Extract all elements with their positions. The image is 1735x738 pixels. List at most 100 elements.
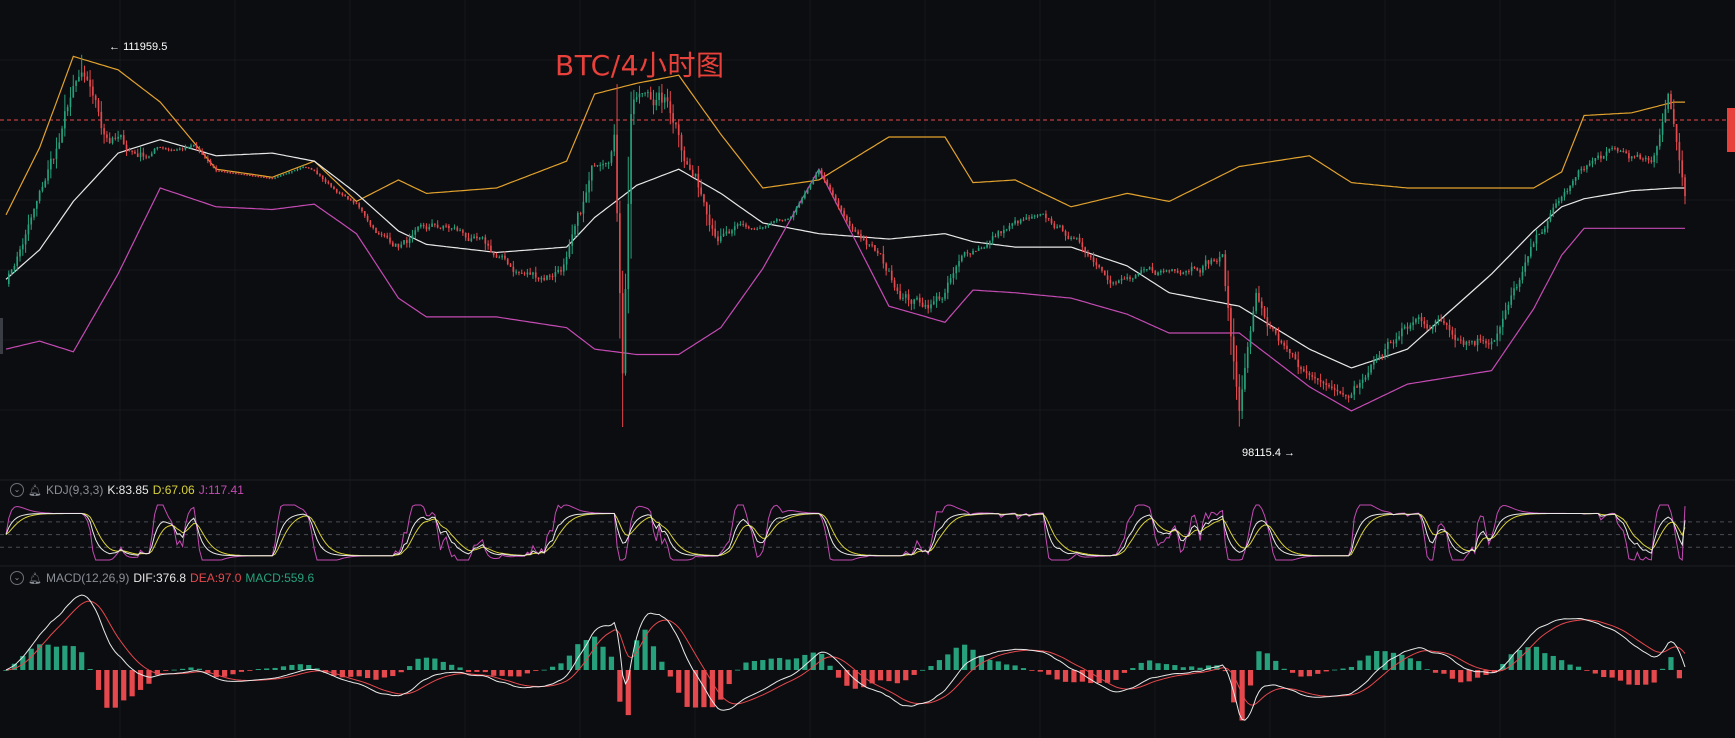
candle-body bbox=[1541, 232, 1543, 235]
candle-body bbox=[1490, 341, 1493, 345]
macd-histogram-bar bbox=[608, 656, 615, 670]
chevron-down-icon[interactable]: ⌄ bbox=[10, 571, 24, 585]
macd-histogram-bar bbox=[869, 670, 875, 684]
candle-body bbox=[1549, 213, 1552, 221]
candle-body bbox=[775, 219, 778, 222]
candle-body bbox=[55, 148, 58, 160]
candle-body bbox=[431, 223, 433, 227]
candle-body bbox=[719, 236, 722, 242]
candle-body bbox=[1387, 341, 1389, 350]
candle-body bbox=[442, 225, 445, 229]
candle-body bbox=[703, 194, 705, 203]
candle-body bbox=[232, 172, 234, 174]
candle-body bbox=[490, 245, 492, 253]
candle-body bbox=[1120, 278, 1123, 281]
candle-body bbox=[1560, 196, 1563, 201]
candle-body bbox=[705, 202, 708, 215]
candle-body bbox=[358, 203, 361, 208]
macd-histogram-bar bbox=[1466, 670, 1472, 682]
candle-body bbox=[1106, 275, 1109, 280]
candle-body bbox=[1176, 270, 1179, 273]
candle-body bbox=[1101, 267, 1103, 271]
candle-body bbox=[363, 211, 366, 216]
candle-body bbox=[44, 180, 47, 187]
candle-body bbox=[1165, 270, 1168, 272]
macd-histogram-bar bbox=[1247, 670, 1254, 686]
macd-histogram-bar bbox=[1289, 670, 1296, 673]
candle-body bbox=[966, 252, 969, 254]
candle-body bbox=[453, 227, 456, 229]
candle-body bbox=[568, 245, 571, 257]
macd-dea-value: DEA:97.0 bbox=[190, 571, 242, 585]
candle-body bbox=[574, 225, 576, 235]
candle-body bbox=[181, 148, 184, 150]
candle-body bbox=[1288, 348, 1291, 354]
candle-body bbox=[1336, 389, 1339, 392]
candle-body bbox=[1507, 304, 1510, 311]
macd-histogram-bar bbox=[482, 670, 488, 673]
candle-body bbox=[1143, 269, 1145, 271]
candle-body bbox=[377, 232, 380, 234]
bell-icon[interactable]: 🔔︎ bbox=[28, 572, 42, 585]
chevron-down-icon[interactable]: ⌄ bbox=[10, 483, 24, 497]
macd-histogram-bar bbox=[356, 670, 362, 677]
macd-histogram-bar bbox=[1046, 670, 1052, 675]
candle-body bbox=[860, 234, 862, 239]
candle-body bbox=[162, 147, 164, 149]
candle-body bbox=[397, 243, 400, 248]
macd-histogram-bar bbox=[1348, 666, 1355, 670]
candle-body bbox=[1297, 359, 1300, 368]
macd-histogram-bar bbox=[995, 661, 1001, 670]
candle-body bbox=[896, 287, 899, 291]
macd-histogram-bar bbox=[583, 640, 589, 670]
candle-body bbox=[1314, 376, 1316, 379]
macd-histogram-bar bbox=[104, 670, 110, 708]
scroll-handle[interactable] bbox=[0, 318, 3, 354]
macd-histogram-bar bbox=[1458, 670, 1464, 683]
candle-body bbox=[260, 176, 262, 178]
macd-histogram-bar bbox=[1390, 652, 1397, 670]
candle-body bbox=[86, 76, 89, 80]
candle-body bbox=[473, 236, 475, 239]
candle-body bbox=[958, 261, 960, 267]
candle-body bbox=[69, 97, 72, 108]
candle-body bbox=[655, 99, 658, 106]
macd-histogram-bar bbox=[650, 646, 657, 670]
candle-body bbox=[512, 266, 515, 272]
candle-body bbox=[1221, 254, 1224, 257]
candle-body bbox=[616, 134, 618, 214]
bell-icon[interactable]: 🔔︎ bbox=[28, 484, 42, 497]
candle-body bbox=[349, 199, 352, 201]
candle-body bbox=[1272, 327, 1274, 329]
macd-histogram-bar bbox=[188, 667, 194, 670]
candle-body bbox=[1563, 192, 1566, 197]
candle-body bbox=[198, 147, 201, 152]
candle-body bbox=[1448, 324, 1451, 331]
arrow-right-icon: → bbox=[1284, 447, 1296, 459]
macd-histogram-bar bbox=[734, 669, 741, 671]
candle-body bbox=[476, 236, 478, 239]
candle-body bbox=[736, 224, 739, 227]
candle-body bbox=[977, 248, 980, 251]
macd-histogram-bar bbox=[297, 664, 303, 670]
macd-histogram-bar bbox=[684, 670, 690, 707]
candle-body bbox=[100, 111, 103, 129]
candle-body bbox=[134, 151, 136, 154]
candle-body bbox=[1269, 326, 1271, 328]
candle-body bbox=[815, 174, 817, 180]
candle-body bbox=[834, 195, 837, 201]
candle-body bbox=[1148, 267, 1151, 270]
kdj-j-value: J:117.41 bbox=[198, 483, 244, 497]
candle-body bbox=[930, 304, 932, 309]
candle-body bbox=[1625, 151, 1627, 154]
candle-body bbox=[19, 249, 21, 257]
macd-histogram-bar bbox=[1121, 670, 1127, 673]
macd-histogram-bar bbox=[1643, 670, 1649, 685]
macd-histogram-bar bbox=[1037, 670, 1043, 672]
candle-body bbox=[1342, 393, 1344, 395]
macd-histogram-bar bbox=[415, 658, 421, 670]
candle-body bbox=[1636, 154, 1639, 157]
candle-body bbox=[871, 244, 873, 246]
candle-body bbox=[1518, 279, 1521, 287]
